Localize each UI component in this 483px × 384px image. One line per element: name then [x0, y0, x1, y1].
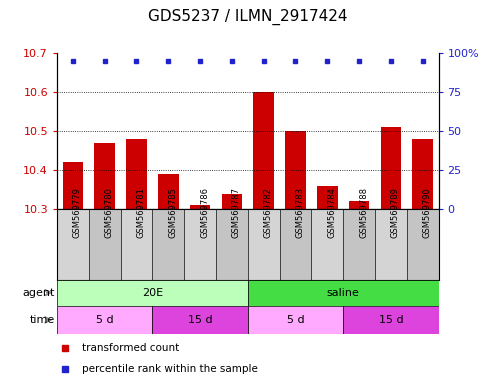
- Text: GSM569780: GSM569780: [105, 187, 114, 238]
- Bar: [412, 139, 433, 209]
- Bar: [285, 131, 306, 209]
- Bar: [57, 209, 89, 280]
- Text: GSM569787: GSM569787: [232, 187, 241, 238]
- Bar: [89, 209, 121, 280]
- Bar: [57, 306, 153, 334]
- Bar: [248, 209, 280, 280]
- Bar: [343, 209, 375, 280]
- Text: GSM569779: GSM569779: [73, 187, 82, 238]
- Text: GSM569786: GSM569786: [200, 187, 209, 238]
- Bar: [317, 186, 338, 209]
- Text: GSM569782: GSM569782: [264, 187, 273, 238]
- Text: 5 d: 5 d: [287, 315, 304, 325]
- Bar: [222, 194, 242, 209]
- Text: GDS5237 / ILMN_2917424: GDS5237 / ILMN_2917424: [148, 9, 348, 25]
- Text: 5 d: 5 d: [96, 315, 114, 325]
- Bar: [248, 306, 343, 334]
- Bar: [349, 202, 369, 209]
- Text: agent: agent: [22, 288, 55, 298]
- Bar: [126, 139, 147, 209]
- Bar: [216, 209, 248, 280]
- Bar: [375, 209, 407, 280]
- Bar: [158, 174, 179, 209]
- Text: GSM569789: GSM569789: [391, 187, 400, 238]
- Bar: [121, 209, 153, 280]
- Bar: [153, 306, 248, 334]
- Text: GSM569783: GSM569783: [296, 187, 304, 238]
- Bar: [381, 127, 401, 209]
- Bar: [343, 306, 439, 334]
- Text: GSM569781: GSM569781: [137, 187, 145, 238]
- Bar: [63, 162, 83, 209]
- Bar: [254, 92, 274, 209]
- Text: percentile rank within the sample: percentile rank within the sample: [82, 364, 257, 374]
- Text: GSM569784: GSM569784: [327, 187, 336, 238]
- Text: 20E: 20E: [142, 288, 163, 298]
- Text: saline: saline: [327, 288, 360, 298]
- Bar: [57, 280, 248, 306]
- Text: transformed count: transformed count: [82, 343, 179, 353]
- Bar: [407, 209, 439, 280]
- Text: 15 d: 15 d: [188, 315, 213, 325]
- Text: GSM569788: GSM569788: [359, 187, 368, 238]
- Bar: [312, 209, 343, 280]
- Text: time: time: [29, 315, 55, 325]
- Text: GSM569785: GSM569785: [168, 187, 177, 238]
- Bar: [94, 143, 115, 209]
- Bar: [280, 209, 312, 280]
- Text: 15 d: 15 d: [379, 315, 403, 325]
- Bar: [248, 280, 439, 306]
- Bar: [153, 209, 184, 280]
- Text: GSM569790: GSM569790: [423, 187, 432, 238]
- Bar: [184, 209, 216, 280]
- Bar: [190, 205, 211, 209]
